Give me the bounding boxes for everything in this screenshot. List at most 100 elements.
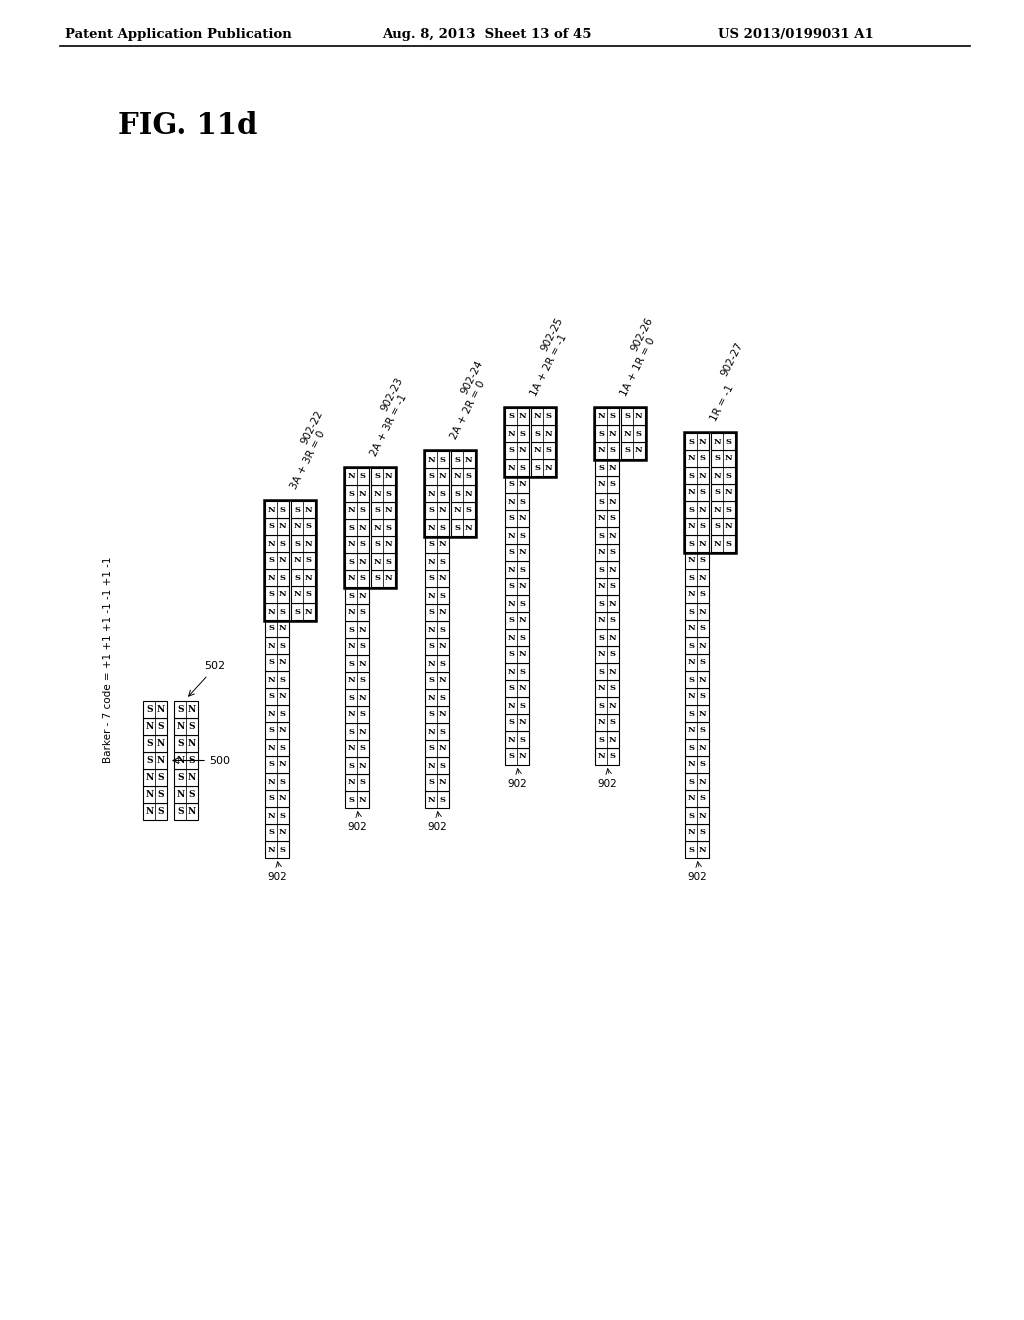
Text: N: N [428,660,435,668]
Bar [425,756,449,774]
Text: N: N [187,807,196,816]
Text: N: N [348,540,355,549]
Bar [265,502,289,517]
Text: S: S [268,693,274,701]
Text: 902: 902 [597,779,616,789]
Text: N: N [508,463,515,471]
Text: N: N [519,412,526,421]
Bar [345,638,369,655]
Bar [174,770,198,785]
Bar [531,408,555,425]
Text: S: S [519,565,525,573]
Text: S: S [280,743,286,751]
Text: S: S [268,590,274,598]
Text: 902-27: 902-27 [719,341,744,378]
Text: 902: 902 [427,822,446,832]
Bar [711,450,735,467]
Text: 1A + 2R = -1: 1A + 2R = -1 [529,333,569,399]
Bar [265,603,289,620]
Bar [425,587,449,605]
Text: S: S [428,507,434,515]
Text: N: N [714,540,721,548]
Text: N: N [428,727,435,735]
Bar [531,459,555,477]
Text: S: S [688,506,694,513]
Text: N: N [608,498,616,506]
Text: S: S [699,829,706,837]
Bar [291,535,315,552]
Bar [595,697,618,714]
Bar [143,803,167,820]
Text: S: S [546,446,552,454]
Text: S: S [439,455,445,463]
Bar [425,723,449,741]
Text: S: S [509,549,514,557]
Text: N: N [698,846,707,854]
Text: N: N [358,524,367,532]
Text: N: N [348,507,355,515]
Text: S: S [375,473,381,480]
Text: N: N [267,777,275,785]
Text: N: N [157,756,165,766]
Text: S: S [509,412,514,421]
Text: S: S [375,574,381,582]
Bar [371,519,395,536]
Text: S: S [439,524,445,532]
Text: S: S [439,591,445,599]
Text: S: S [598,599,604,607]
Text: N: N [608,735,616,743]
Text: S: S [428,643,434,651]
Bar [345,536,369,553]
Text: N: N [698,743,707,751]
Bar [265,517,289,535]
Bar [424,450,476,537]
Bar [345,774,369,791]
Text: S: S [688,812,694,820]
Text: N: N [157,739,165,748]
Bar [505,578,529,595]
Bar [505,663,529,680]
Bar [595,748,618,766]
Text: N: N [385,540,392,549]
Text: 2A + 3R = -1: 2A + 3R = -1 [369,392,409,458]
Text: S: S [439,762,445,770]
Bar [685,535,709,552]
Text: S: S [699,488,706,496]
Bar [371,484,395,502]
Text: S: S [359,609,366,616]
Text: S: S [509,685,514,693]
Text: S: S [359,507,366,515]
Text: N: N [428,796,435,804]
Text: N: N [428,626,435,634]
Bar [425,536,449,553]
Text: S: S [509,515,514,523]
Bar [345,502,369,519]
Text: S: S [359,574,366,582]
Text: N: N [348,574,355,582]
Text: S: S [609,752,615,760]
Text: N: N [145,774,154,781]
Bar [685,484,709,502]
Bar [685,552,709,569]
Text: N: N [598,651,605,659]
Text: N: N [698,437,707,446]
Text: S: S [519,668,525,676]
Text: N: N [348,779,355,787]
Bar [345,672,369,689]
Bar [425,791,449,808]
Text: S: S [280,506,286,513]
Text: S: S [519,532,525,540]
Text: N: N [348,609,355,616]
Text: N: N [438,540,446,549]
Bar [265,638,289,653]
Text: S: S [295,540,300,548]
Text: N: N [428,693,435,701]
Text: S: S [177,774,183,781]
Text: S: S [268,523,274,531]
Text: S: S [726,506,731,513]
Text: S: S [609,446,615,454]
Text: 3A + 3R = 0: 3A + 3R = 0 [289,429,327,491]
Text: S: S [688,573,694,582]
Bar [711,433,735,450]
Text: N: N [698,642,707,649]
